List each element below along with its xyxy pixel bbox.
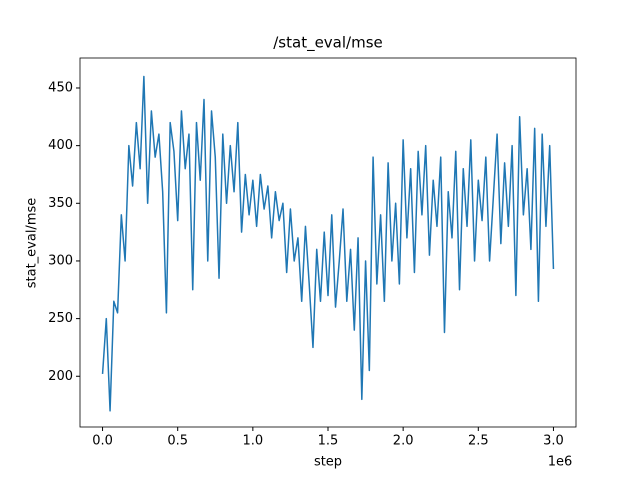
x-tick-label: 1.0 [243,434,264,449]
y-tick-label: 450 [48,80,73,95]
y-tick-label: 350 [48,196,73,211]
y-axis-label: stat_eval/mse [25,198,40,289]
data-line [101,75,555,412]
x-tick-label: 0.5 [167,434,188,449]
x-axis-label: step [314,455,342,470]
x-tick-label: 2.5 [468,434,489,449]
chart-title: /stat_eval/mse [273,34,383,53]
plot-frame [79,57,577,428]
y-tick-label: 300 [48,253,73,268]
x-offset-label: 1e6 [548,455,573,470]
x-tick-label: 1.5 [318,434,339,449]
x-tick-label: 2.0 [393,434,414,449]
y-tick-label: 200 [48,369,73,384]
y-tick-label: 250 [48,311,73,326]
x-tick-label: 3.0 [543,434,564,449]
y-tick-label: 400 [48,138,73,153]
x-tick-label: 0.0 [92,434,113,449]
